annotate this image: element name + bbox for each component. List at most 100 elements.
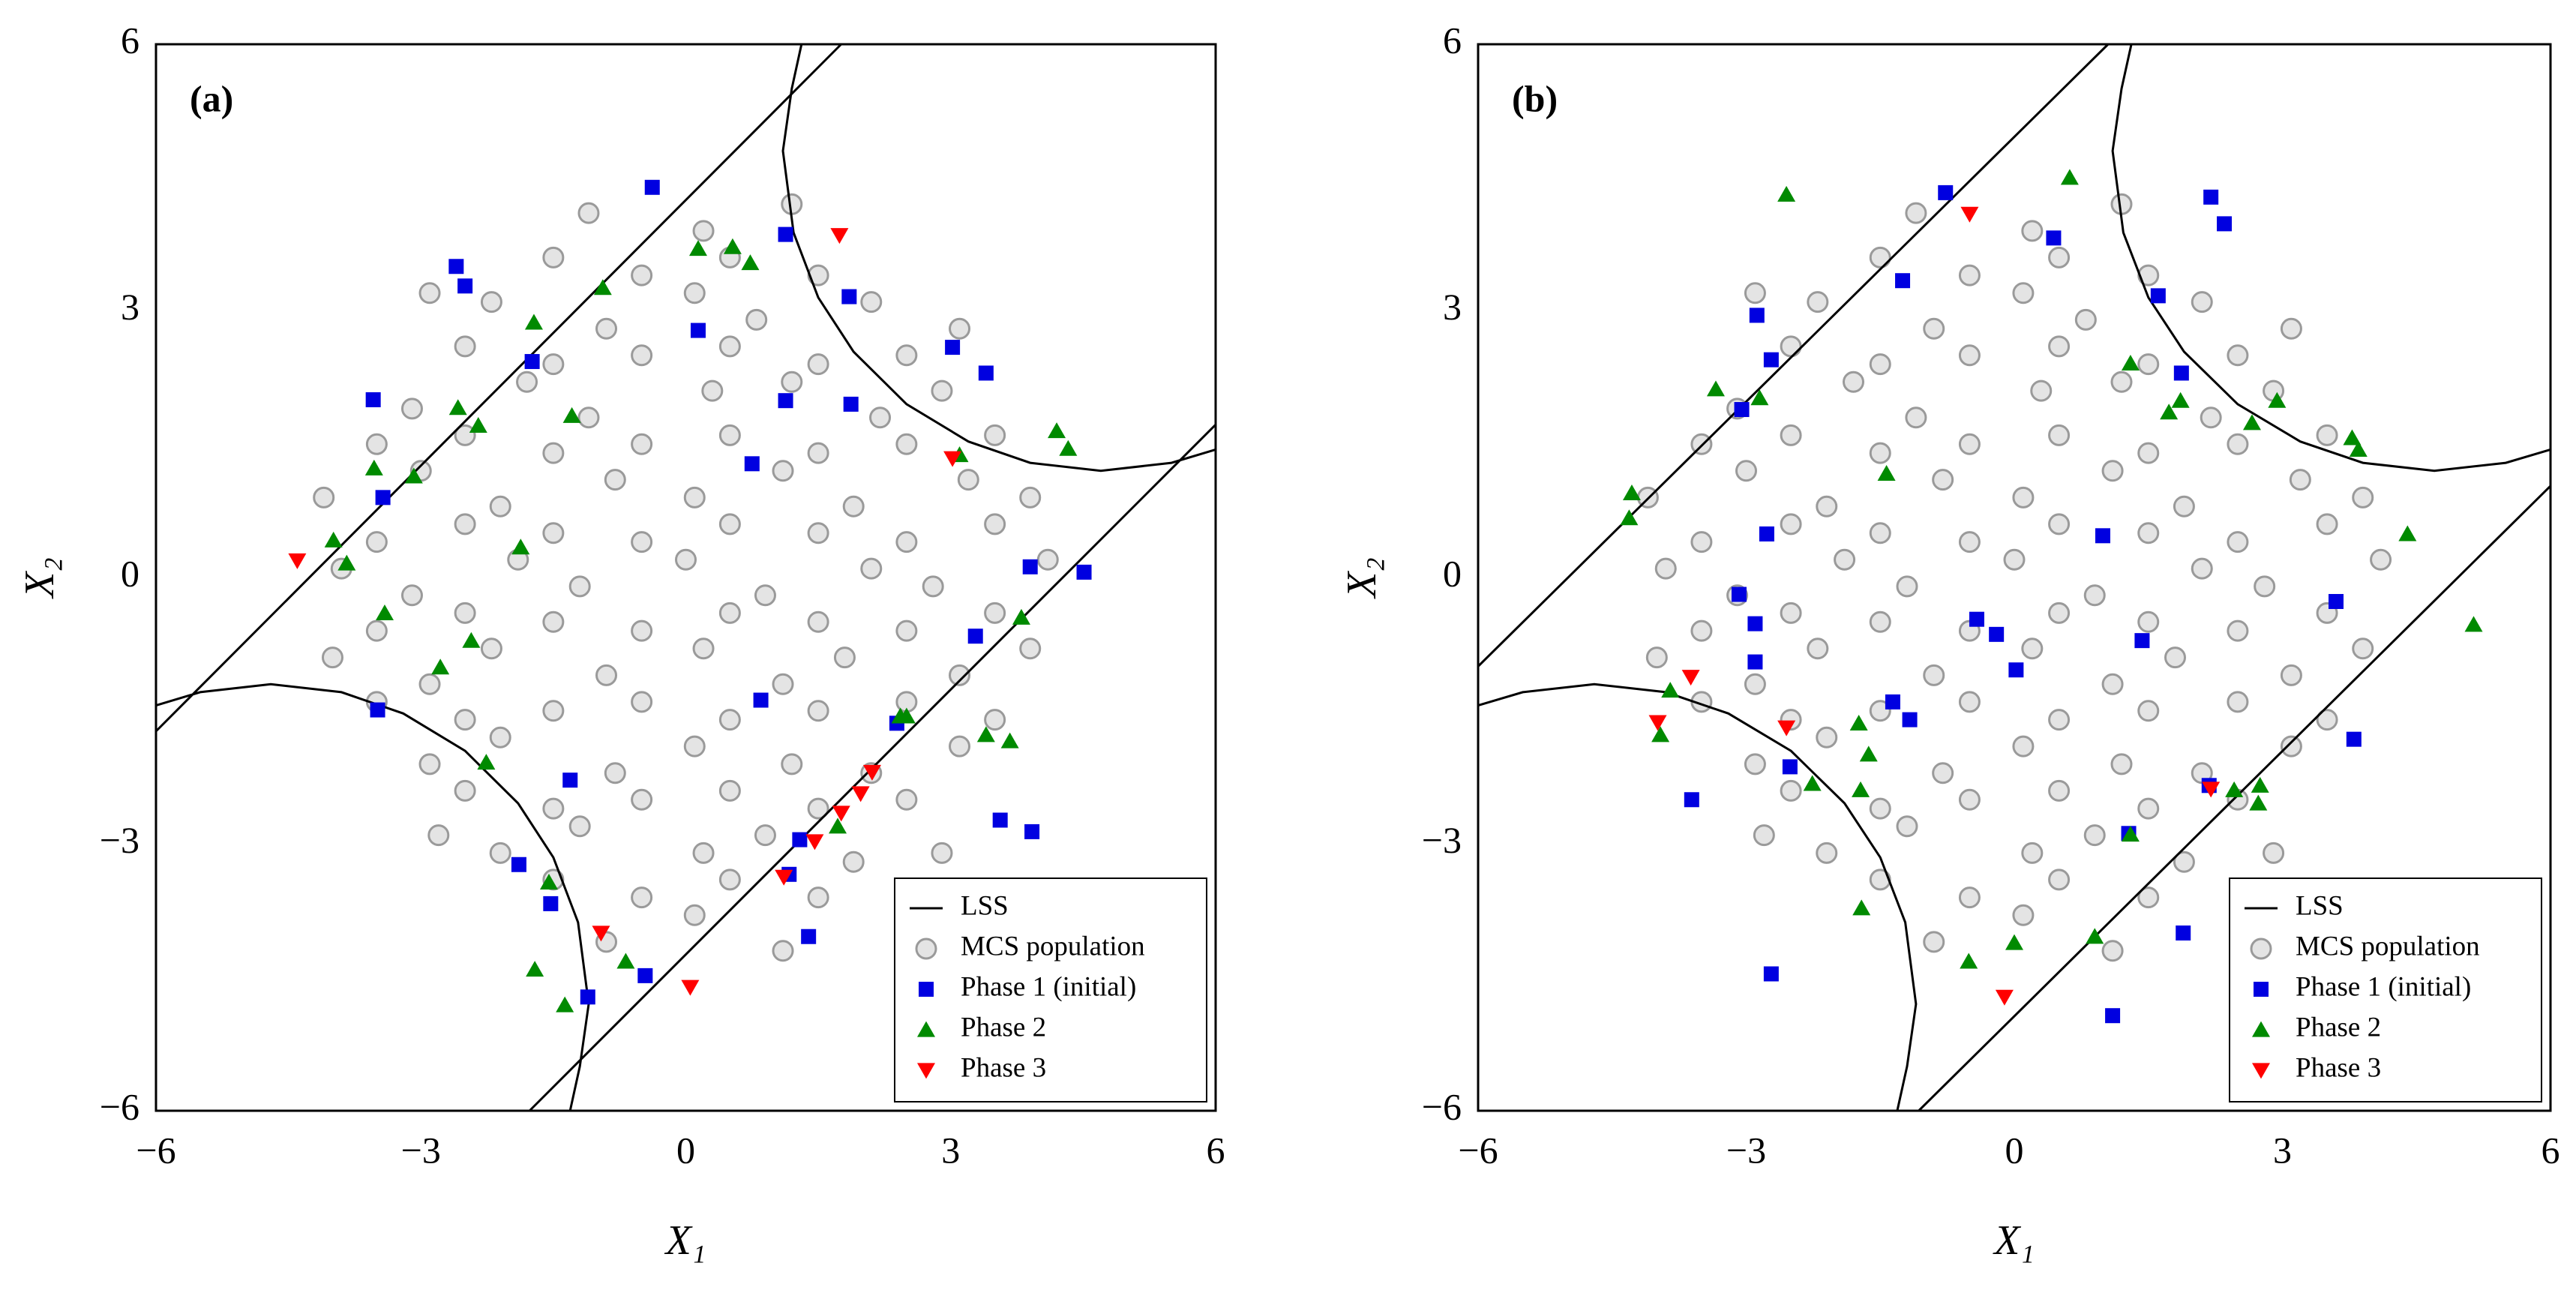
mcs-point bbox=[1834, 548, 1856, 571]
panel: −6 −3 0 3 6 −6 −3 0 3 6 X₁ X₂ (b) LSS MCS population Ph… bbox=[1339, 19, 2560, 1263]
triangle-down-point bbox=[943, 451, 962, 467]
mcs-point bbox=[2200, 406, 2222, 429]
triangle-up-point bbox=[448, 399, 467, 416]
mcs-point bbox=[2227, 691, 2249, 713]
square-point bbox=[1782, 759, 1798, 775]
mcs-point bbox=[631, 886, 653, 909]
layer-population bbox=[1636, 193, 2392, 962]
square-point bbox=[2095, 528, 2110, 544]
triangle-up-point bbox=[2464, 616, 2483, 632]
mcs-point bbox=[2191, 291, 2213, 314]
mcs-point bbox=[2012, 735, 2035, 758]
mcs-point bbox=[2048, 868, 2071, 891]
square-point bbox=[2134, 633, 2150, 649]
plot-frame bbox=[154, 43, 1217, 1112]
mcs-point bbox=[2048, 246, 2071, 268]
mcs-point bbox=[2289, 469, 2311, 491]
mcs-point bbox=[542, 442, 565, 464]
mcs-point bbox=[807, 442, 829, 464]
square-point bbox=[967, 628, 983, 644]
legend-label: MCS population bbox=[961, 931, 1145, 962]
mcs-point bbox=[1905, 406, 1927, 429]
mcs-point bbox=[631, 531, 653, 554]
square-point bbox=[2217, 216, 2233, 232]
triangle-down-point bbox=[592, 926, 610, 942]
mcs-point bbox=[400, 584, 423, 607]
mcs-point bbox=[895, 620, 918, 642]
mcs-point bbox=[595, 317, 618, 340]
mcs-point bbox=[322, 646, 343, 669]
triangle-up-point bbox=[431, 658, 450, 675]
mcs-point bbox=[683, 486, 706, 508]
triangle-down-point bbox=[862, 764, 881, 781]
mcs-point bbox=[701, 380, 724, 402]
square-point bbox=[644, 179, 660, 195]
mcs-point bbox=[1905, 202, 1927, 224]
layer-phases bbox=[288, 179, 1092, 1012]
triangle-up-point bbox=[741, 254, 760, 271]
mcs-point bbox=[2316, 513, 2338, 536]
triangle-up-point bbox=[2171, 392, 2190, 408]
mcs-point bbox=[842, 850, 865, 873]
mcs-point bbox=[1816, 726, 1838, 748]
square-point bbox=[1076, 564, 1092, 580]
triangle-up-point bbox=[1620, 509, 1639, 526]
mcs-point bbox=[807, 353, 829, 376]
legend-box bbox=[2229, 878, 2542, 1102]
mcs-point bbox=[2137, 797, 2160, 820]
mcs-point bbox=[2021, 842, 2044, 864]
square-point bbox=[778, 393, 793, 409]
mcs-point bbox=[454, 335, 476, 358]
legend-label: Phase 3 bbox=[961, 1052, 1046, 1083]
mcs-point bbox=[869, 406, 892, 429]
square-point bbox=[841, 289, 857, 304]
legend-label: Phase 1 (initial) bbox=[961, 971, 1136, 1002]
mcs-point bbox=[631, 433, 653, 455]
mcs-point bbox=[949, 735, 971, 758]
mcs-point bbox=[807, 797, 829, 820]
mcs-point bbox=[931, 380, 953, 402]
x-tick-label: 3 bbox=[941, 1129, 960, 1171]
triangle-up-point bbox=[337, 554, 356, 571]
mcs-point bbox=[1869, 700, 1891, 722]
mcs-point bbox=[984, 513, 1006, 536]
square-point bbox=[1747, 616, 1763, 632]
mcs-point bbox=[2048, 513, 2071, 536]
legend-label: MCS population bbox=[2296, 931, 2480, 962]
mcs-point bbox=[595, 664, 618, 686]
triangle-up-point bbox=[1852, 899, 1871, 916]
mcs-point bbox=[454, 779, 476, 802]
panel: −6 −3 0 3 6 −6 −3 0 3 6 X₁ X₂ (a) LSS MCS population Ph… bbox=[16, 19, 1225, 1263]
mcs-point bbox=[1690, 531, 1713, 554]
mcs-point bbox=[1753, 824, 1775, 847]
mcs-point bbox=[1780, 513, 1802, 536]
mcs-point bbox=[2137, 353, 2160, 376]
triangle-down-point bbox=[1648, 715, 1667, 731]
mcs-point bbox=[2227, 620, 2249, 642]
mcs-point bbox=[1780, 779, 1802, 802]
square-point bbox=[1749, 308, 1765, 323]
triangle-down-point bbox=[775, 869, 793, 886]
mcs-point bbox=[1690, 620, 1713, 642]
square-point bbox=[524, 354, 540, 370]
triangle-up-point bbox=[976, 726, 995, 742]
mcs-point bbox=[2316, 424, 2338, 446]
mcs-point bbox=[1807, 638, 1829, 660]
square-point bbox=[2329, 593, 2344, 609]
mcs-point bbox=[1019, 486, 1042, 508]
square-point bbox=[2203, 189, 2219, 205]
mcs-point bbox=[1958, 531, 1981, 554]
triangle-down-point bbox=[832, 806, 850, 822]
layer-population bbox=[313, 193, 1059, 962]
mcs-point bbox=[577, 406, 600, 429]
y-tick-label: −6 bbox=[100, 1085, 139, 1127]
mcs-point bbox=[2263, 842, 2285, 864]
mcs-point bbox=[692, 842, 715, 864]
mcs-point bbox=[833, 646, 856, 669]
square-point bbox=[562, 772, 578, 788]
mcs-point bbox=[542, 797, 565, 820]
mcs-point bbox=[365, 531, 388, 554]
mcs-point bbox=[568, 815, 591, 838]
mcs-point bbox=[489, 495, 511, 518]
square-point bbox=[801, 928, 817, 944]
